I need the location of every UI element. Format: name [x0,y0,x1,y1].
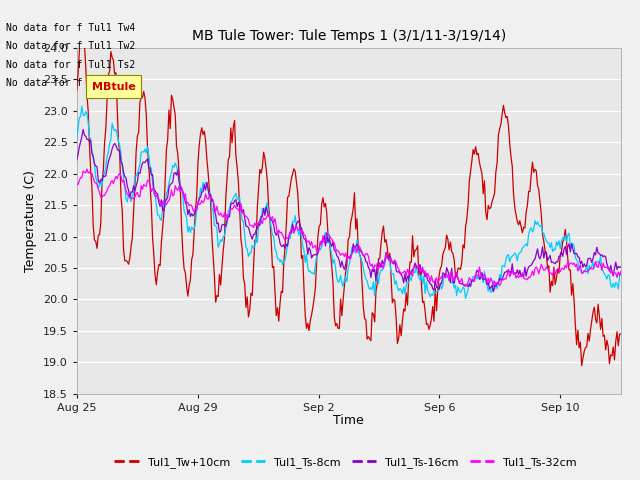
Text: MBtule: MBtule [92,82,136,92]
Text: No data for f Tul1 Ts2: No data for f Tul1 Ts2 [6,60,136,70]
Text: No data for f Tul1 Tw4: No data for f Tul1 Tw4 [6,23,136,33]
Legend: Tul1_Tw+10cm, Tul1_Ts-8cm, Tul1_Ts-16cm, Tul1_Ts-32cm: Tul1_Tw+10cm, Tul1_Ts-8cm, Tul1_Ts-16cm,… [110,452,581,472]
Title: MB Tule Tower: Tule Temps 1 (3/1/11-3/19/14): MB Tule Tower: Tule Temps 1 (3/1/11-3/19… [191,29,506,43]
X-axis label: Time: Time [333,414,364,427]
Text: No data for f Tul1 Tw2: No data for f Tul1 Tw2 [6,41,136,51]
Text: No data for f Tul1 Ts: No data for f Tul1 Ts [6,78,130,88]
Y-axis label: Temperature (C): Temperature (C) [24,170,37,272]
